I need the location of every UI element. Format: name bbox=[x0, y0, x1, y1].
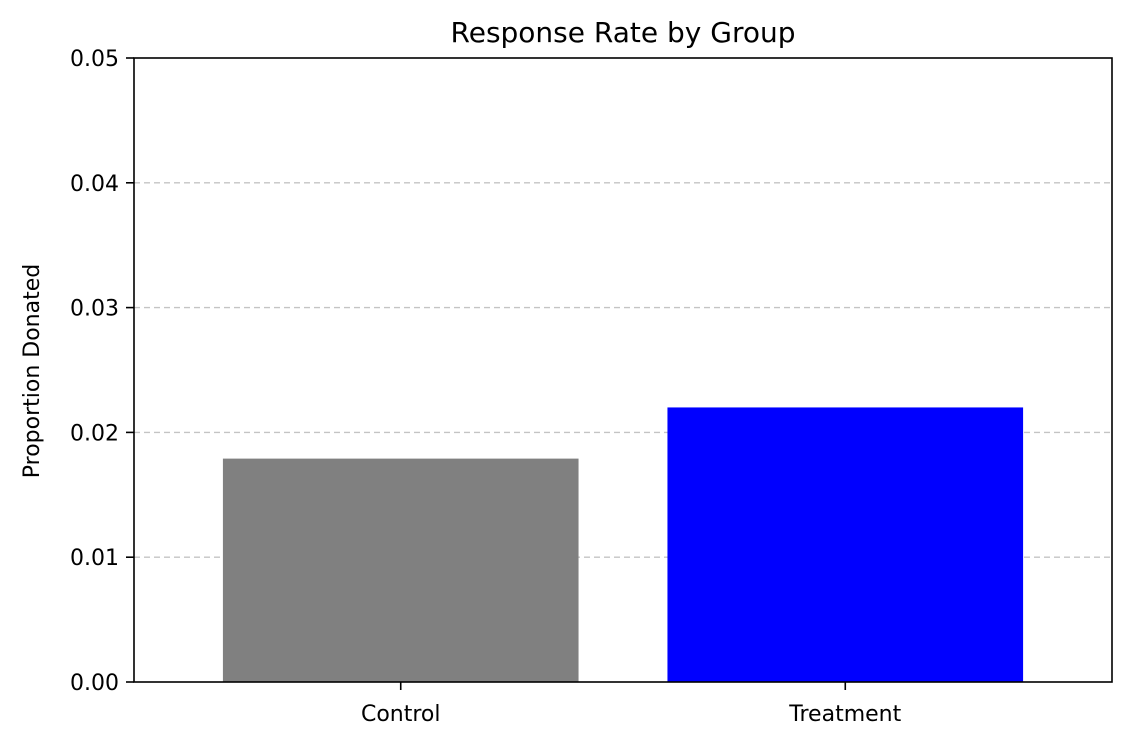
y-tick-label: 0.05 bbox=[70, 47, 119, 72]
x-tick-label: Control bbox=[361, 702, 441, 727]
y-tick-label: 0.03 bbox=[70, 297, 119, 322]
y-axis-label: Proportion Donated bbox=[20, 264, 45, 478]
x-tick-label: Treatment bbox=[788, 702, 901, 727]
y-tick-label: 0.04 bbox=[70, 172, 119, 197]
chart-title: Response Rate by Group bbox=[451, 16, 796, 49]
bar-treatment bbox=[667, 407, 1024, 682]
y-tick-label: 0.00 bbox=[70, 671, 119, 696]
y-tick-label: 0.01 bbox=[70, 546, 119, 571]
bars bbox=[222, 407, 1024, 682]
axes: 0.00 0.01 0.02 0.03 0.04 0.05 Control Treatment bbox=[70, 47, 902, 727]
bar-control bbox=[222, 458, 579, 682]
plot-frame bbox=[133, 57, 1113, 683]
y-tick-label: 0.02 bbox=[70, 421, 119, 446]
